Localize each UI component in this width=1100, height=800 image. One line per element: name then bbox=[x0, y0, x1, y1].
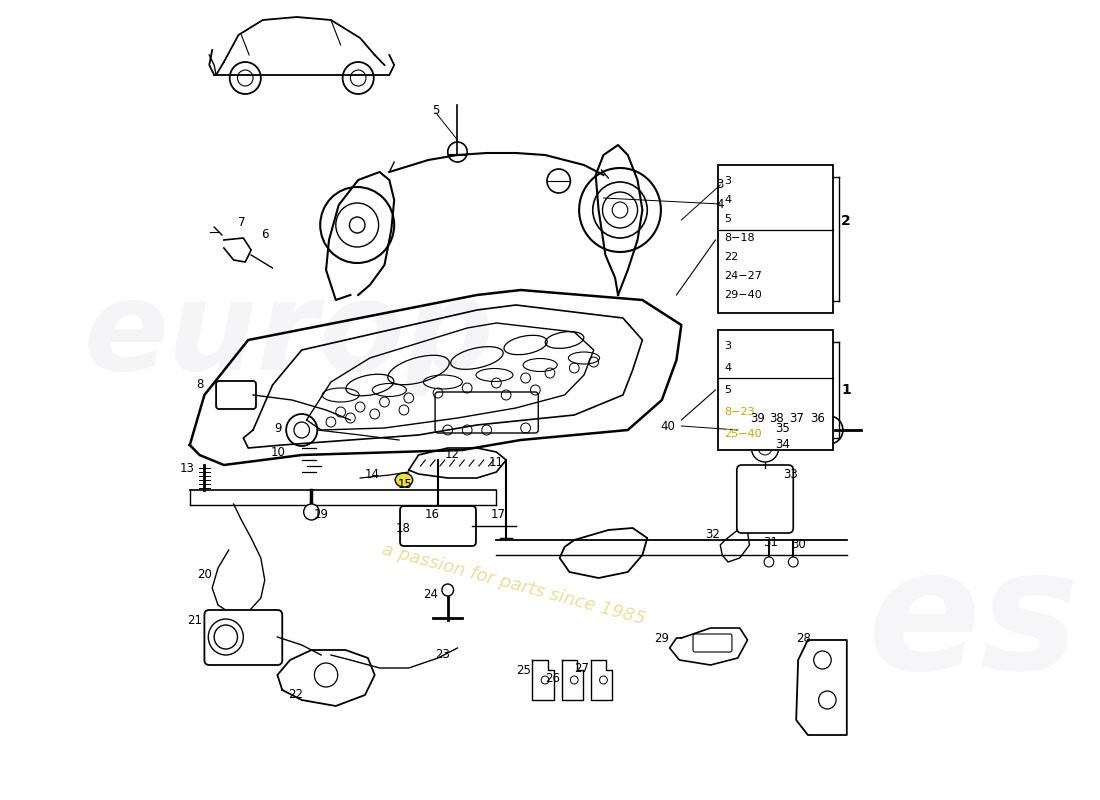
Text: 18: 18 bbox=[396, 522, 410, 534]
Text: 40: 40 bbox=[660, 419, 675, 433]
Text: 31: 31 bbox=[763, 535, 779, 549]
Text: 13: 13 bbox=[179, 462, 195, 474]
Text: 36: 36 bbox=[811, 411, 825, 425]
Text: 23: 23 bbox=[436, 649, 450, 662]
Text: 29−40: 29−40 bbox=[724, 290, 762, 300]
Text: 4: 4 bbox=[716, 198, 724, 210]
Text: 4: 4 bbox=[724, 195, 732, 205]
Text: 21: 21 bbox=[187, 614, 202, 626]
Text: 2: 2 bbox=[842, 214, 850, 228]
Text: 24: 24 bbox=[422, 587, 438, 601]
Text: 16: 16 bbox=[425, 509, 440, 522]
Text: 3: 3 bbox=[724, 341, 732, 351]
Circle shape bbox=[442, 584, 453, 596]
Circle shape bbox=[751, 434, 779, 462]
Text: 26: 26 bbox=[546, 671, 560, 685]
Text: 4: 4 bbox=[724, 363, 732, 373]
Text: a passion for parts since 1985: a passion for parts since 1985 bbox=[381, 540, 648, 628]
Text: 14: 14 bbox=[364, 467, 380, 481]
Text: 17: 17 bbox=[491, 509, 506, 522]
Text: 30: 30 bbox=[791, 538, 805, 550]
Text: 3: 3 bbox=[724, 176, 732, 186]
Text: 6: 6 bbox=[261, 229, 268, 242]
Circle shape bbox=[764, 557, 773, 567]
Text: 19: 19 bbox=[314, 507, 329, 521]
Text: 28: 28 bbox=[796, 631, 812, 645]
Text: 29: 29 bbox=[654, 631, 670, 645]
FancyBboxPatch shape bbox=[737, 465, 793, 533]
Text: 10: 10 bbox=[271, 446, 286, 458]
Text: 38: 38 bbox=[769, 411, 784, 425]
Text: 22: 22 bbox=[288, 689, 304, 702]
Text: 8: 8 bbox=[196, 378, 204, 391]
Text: 34: 34 bbox=[776, 438, 790, 451]
Text: 9: 9 bbox=[275, 422, 282, 434]
FancyBboxPatch shape bbox=[205, 610, 283, 665]
Text: 5: 5 bbox=[432, 103, 440, 117]
Text: 27: 27 bbox=[574, 662, 590, 674]
Text: 32: 32 bbox=[705, 527, 719, 541]
Text: 20: 20 bbox=[197, 569, 212, 582]
Ellipse shape bbox=[395, 473, 412, 487]
Text: 8−23: 8−23 bbox=[724, 407, 755, 417]
Text: 37: 37 bbox=[789, 411, 804, 425]
Text: 22: 22 bbox=[724, 252, 738, 262]
FancyBboxPatch shape bbox=[400, 506, 476, 546]
Text: es: es bbox=[868, 542, 1080, 706]
Bar bbox=[718, 330, 833, 450]
Text: 39: 39 bbox=[750, 411, 764, 425]
Bar bbox=[718, 165, 833, 313]
Text: 25: 25 bbox=[516, 663, 531, 677]
Text: 12: 12 bbox=[446, 449, 460, 462]
Text: 1: 1 bbox=[842, 383, 850, 397]
Text: 5: 5 bbox=[724, 385, 732, 395]
FancyBboxPatch shape bbox=[216, 381, 256, 409]
Text: 5: 5 bbox=[724, 214, 732, 224]
Text: 7: 7 bbox=[238, 215, 245, 229]
Circle shape bbox=[304, 504, 319, 520]
Text: 15: 15 bbox=[397, 478, 412, 491]
Text: 8−18: 8−18 bbox=[724, 233, 755, 243]
Text: 3: 3 bbox=[716, 178, 724, 191]
Circle shape bbox=[754, 420, 777, 444]
Circle shape bbox=[789, 557, 799, 567]
Text: 11: 11 bbox=[488, 455, 504, 469]
Text: 33: 33 bbox=[783, 469, 798, 482]
Text: 35: 35 bbox=[776, 422, 790, 434]
Text: 25−40: 25−40 bbox=[724, 429, 762, 439]
Text: europ: europ bbox=[84, 275, 495, 397]
Text: 24−27: 24−27 bbox=[724, 271, 762, 281]
